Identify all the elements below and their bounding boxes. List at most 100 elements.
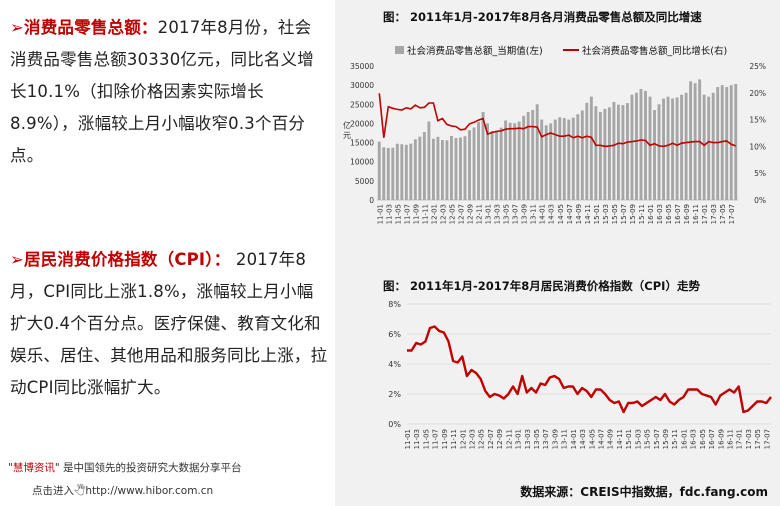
x-tick-label: 16-09 xyxy=(683,204,691,224)
y-left-tick-label: 5000 xyxy=(355,177,374,186)
bar xyxy=(621,105,625,200)
x-tick-label: 13-09 xyxy=(551,429,559,449)
bar xyxy=(386,147,390,200)
x-tick-label: 12-11 xyxy=(476,204,484,224)
growth-line xyxy=(378,93,736,148)
hibor-brand[interactable]: 慧博资讯 xyxy=(12,462,55,474)
y-right-tick-label: 10% xyxy=(749,142,766,151)
cpi-chart: 0% 2% 4% 6% 8% 11-01 11-03 11-05 11-07 11-09 11-11… xyxy=(388,300,772,449)
retail-sales-chart: 社会消费品零售总额_当期值(左) 社会消费品零售总额_同比增长(右) 0 5000 10… xyxy=(343,45,766,224)
x-tick-label: 13-03 xyxy=(494,204,502,224)
x-tick-label: 12-09 xyxy=(496,429,504,449)
x-tick-label: 16-01 xyxy=(647,204,655,224)
bar xyxy=(422,132,426,200)
y-left-tick-label: 35000 xyxy=(350,62,374,71)
bar xyxy=(612,101,616,200)
bar xyxy=(639,88,643,200)
x-tick-label: 15-09 xyxy=(662,429,670,449)
x-tick-label: 17-07 xyxy=(763,429,771,449)
x-tick-label: 11-07 xyxy=(432,429,440,449)
x-tick-label: 15-05 xyxy=(644,429,652,449)
bar xyxy=(431,138,435,200)
bar xyxy=(499,127,503,200)
x-tick-label: 14-09 xyxy=(607,429,615,449)
bar xyxy=(400,144,404,200)
x-tick-label: 12-03 xyxy=(469,429,477,449)
x-tick-label: 12-07 xyxy=(487,429,495,449)
x-tick-label: 15-11 xyxy=(638,204,646,224)
bar xyxy=(725,87,729,200)
bar xyxy=(625,103,629,200)
x-tick-label: 11-07 xyxy=(403,204,411,224)
bar xyxy=(553,119,557,200)
bar xyxy=(454,138,458,200)
x-tick-label: 12-03 xyxy=(439,204,447,224)
bar xyxy=(648,96,652,200)
x-tick-label: 13-03 xyxy=(524,429,532,449)
x-tick-label: 14-11 xyxy=(584,204,592,224)
x-tick-label: 16-03 xyxy=(656,204,664,224)
x-tick-label: 14-01 xyxy=(570,429,578,449)
bar xyxy=(450,136,453,200)
bar xyxy=(720,85,724,200)
bar xyxy=(558,117,562,200)
hibor-link[interactable]: 点击进入🖑http://www.hibor.com.cn xyxy=(32,485,214,497)
bar xyxy=(477,122,480,200)
x-tick-label: 16-03 xyxy=(690,429,698,449)
bar xyxy=(463,136,467,200)
x-tick-label: 12-05 xyxy=(448,204,456,224)
bar xyxy=(531,110,535,200)
y-left-tick-label: 15000 xyxy=(350,139,374,148)
y-right-tick-label: 20% xyxy=(749,89,766,98)
x-tick-label: 11-03 xyxy=(413,429,421,449)
bar xyxy=(662,98,665,200)
x-tick-label: 12-11 xyxy=(505,429,513,449)
bar xyxy=(504,120,508,200)
x-tick-label: 13-05 xyxy=(533,429,541,449)
bar xyxy=(418,136,422,200)
retail-sales-heading: 消费品零售总额： xyxy=(24,18,158,37)
y-tick-label: 8% xyxy=(388,300,401,309)
x-tick-label: 13-11 xyxy=(561,429,569,449)
x-tick-label: 15-07 xyxy=(653,429,661,449)
y-left-tick-label: 25000 xyxy=(350,100,374,109)
x-tick-label: 17-03 xyxy=(745,429,753,449)
x-tick-label: 17-05 xyxy=(754,429,762,449)
bar xyxy=(377,141,381,200)
x-tick-label: 15-01 xyxy=(625,429,633,449)
x-tick-label: 11-03 xyxy=(385,204,393,224)
bar xyxy=(544,125,548,200)
x-tick-label: 11-09 xyxy=(412,204,420,224)
x-tick-label: 16-11 xyxy=(692,204,700,224)
legend-line-label: 社会消费品零售总额_同比增长(右) xyxy=(582,45,727,57)
x-tick-label: 14-05 xyxy=(588,429,596,449)
bar xyxy=(616,104,620,200)
y-right-tick-label: 25% xyxy=(749,62,766,71)
bar xyxy=(580,110,584,200)
bar xyxy=(404,144,408,200)
x-tick-label: 15-01 xyxy=(593,204,601,224)
bar xyxy=(436,136,440,200)
x-tick-label: 16-09 xyxy=(717,429,725,449)
x-tick-label: 13-11 xyxy=(530,204,538,224)
bar xyxy=(440,140,444,200)
bar xyxy=(472,127,476,200)
y-left-tick-label: 30000 xyxy=(350,81,374,90)
x-tick-label: 11-01 xyxy=(404,429,412,449)
bar xyxy=(517,121,521,200)
bar xyxy=(490,131,494,200)
x-tick-label: 11-09 xyxy=(441,429,449,449)
bar xyxy=(540,119,544,200)
bar xyxy=(382,147,386,200)
y-axis-label: 元 xyxy=(343,131,351,140)
x-tick-label: 15-03 xyxy=(602,204,610,224)
x-tick-label: 16-05 xyxy=(699,429,707,449)
y-right-tick-label: 5% xyxy=(754,169,766,178)
bar xyxy=(427,121,431,200)
bar xyxy=(522,115,526,200)
bar xyxy=(508,122,512,200)
x-tick-label: 13-01 xyxy=(485,204,493,224)
x-tick-label: 13-09 xyxy=(521,204,529,224)
retail-chart-title: 图： 2011年1月-2017年8月各月消费品零售总额及同比增速 xyxy=(383,10,702,24)
bullet-arrow-icon: ➢ xyxy=(10,18,25,37)
